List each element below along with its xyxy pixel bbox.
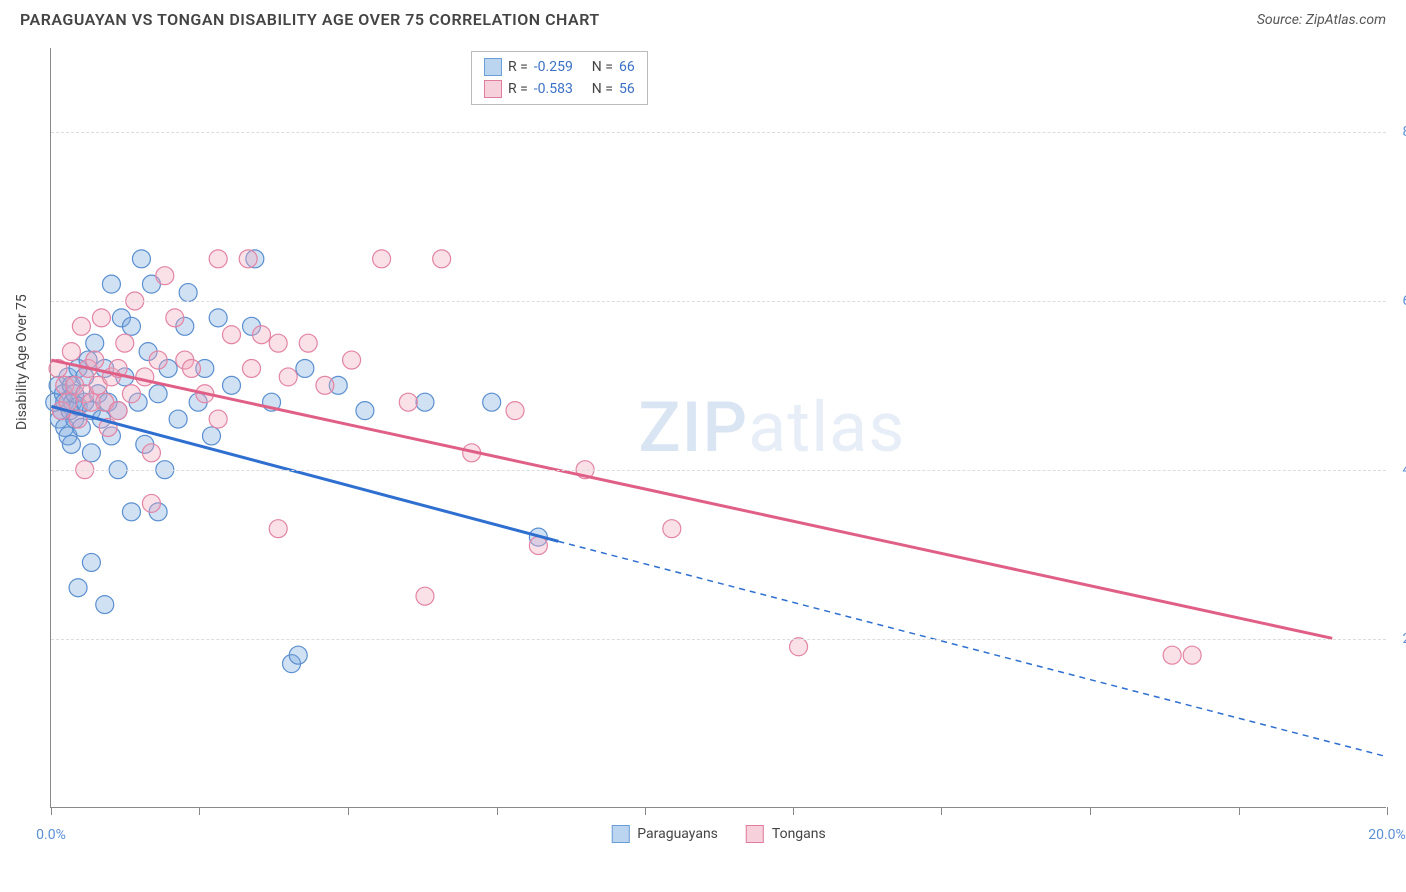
data-point — [243, 359, 261, 377]
data-point — [433, 250, 451, 268]
data-point — [223, 326, 241, 344]
data-point — [69, 579, 87, 597]
trend-line — [558, 541, 1385, 756]
data-point — [116, 334, 134, 352]
data-point — [343, 351, 361, 369]
legend-item-paraguayans: Paraguayans — [611, 825, 718, 843]
data-point — [1163, 646, 1181, 664]
data-point — [416, 393, 434, 411]
y-axis-title: Disability Age Over 75 — [14, 294, 30, 430]
data-point — [109, 402, 127, 420]
data-point — [209, 309, 227, 327]
data-point — [72, 317, 90, 335]
data-point — [169, 410, 187, 428]
data-point — [373, 250, 391, 268]
x-tick — [793, 807, 794, 815]
y-tick-label: 80.0% — [1402, 124, 1406, 140]
swatch-blue-icon — [611, 825, 629, 843]
data-point — [299, 334, 317, 352]
x-tick — [1387, 807, 1388, 815]
data-point — [122, 317, 140, 335]
gridline — [51, 132, 1386, 133]
source-label: Source: ZipAtlas.com — [1257, 12, 1386, 28]
y-tick-label: 20.0% — [1402, 631, 1406, 647]
data-point — [149, 351, 167, 369]
swatch-pink-icon — [746, 825, 764, 843]
y-tick-label: 40.0% — [1402, 462, 1406, 478]
data-point — [269, 520, 287, 538]
data-point — [296, 359, 314, 377]
data-point — [179, 284, 197, 302]
data-point — [122, 503, 140, 521]
trend-line — [51, 360, 1332, 638]
data-point — [483, 393, 501, 411]
data-point — [202, 427, 220, 445]
data-point — [356, 402, 374, 420]
chart-title: PARAGUAYAN VS TONGAN DISABILITY AGE OVER… — [20, 10, 600, 29]
data-point — [416, 587, 434, 605]
trend-line — [51, 406, 558, 541]
data-point — [289, 646, 307, 664]
data-point — [82, 444, 100, 462]
x-tick — [199, 807, 200, 815]
data-point — [239, 250, 257, 268]
x-tick — [51, 807, 52, 815]
data-point — [316, 376, 334, 394]
gridline — [51, 301, 1386, 302]
data-point — [182, 359, 200, 377]
data-point — [122, 385, 140, 403]
data-point — [279, 368, 297, 386]
data-point — [156, 267, 174, 285]
data-point — [142, 444, 160, 462]
data-point — [132, 250, 150, 268]
x-tick — [941, 807, 942, 815]
x-tick-label: 20.0% — [1368, 827, 1406, 843]
data-point — [102, 275, 120, 293]
legend-item-tongans: Tongans — [746, 825, 826, 843]
y-tick-label: 60.0% — [1402, 293, 1406, 309]
data-point — [92, 309, 110, 327]
data-point — [86, 351, 104, 369]
gridline — [51, 639, 1386, 640]
data-point — [209, 250, 227, 268]
data-point — [142, 494, 160, 512]
legend-label: Paraguayans — [637, 826, 718, 842]
data-point — [529, 537, 547, 555]
gridline — [51, 470, 1386, 471]
data-point — [82, 553, 100, 571]
bottom-legend: Paraguayans Tongans — [611, 825, 825, 843]
data-point — [166, 309, 184, 327]
data-point — [253, 326, 271, 344]
x-tick-label: 0.0% — [36, 827, 66, 843]
chart-plot-area: ZIPatlas R = -0.259 N = 66 R = -0.583 N … — [50, 48, 1386, 808]
data-point — [663, 520, 681, 538]
data-point — [149, 385, 167, 403]
data-point — [1183, 646, 1201, 664]
x-tick — [1239, 807, 1240, 815]
data-point — [62, 435, 80, 453]
data-point — [269, 334, 287, 352]
x-tick — [348, 807, 349, 815]
data-point — [399, 393, 417, 411]
data-point — [86, 334, 104, 352]
legend-label: Tongans — [772, 826, 826, 842]
scatter-svg — [51, 48, 1386, 807]
data-point — [506, 402, 524, 420]
data-point — [62, 343, 80, 361]
data-point — [96, 596, 114, 614]
data-point — [209, 410, 227, 428]
x-tick — [645, 807, 646, 815]
x-tick — [1090, 807, 1091, 815]
x-tick — [497, 807, 498, 815]
data-point — [223, 376, 241, 394]
data-point — [790, 638, 808, 656]
